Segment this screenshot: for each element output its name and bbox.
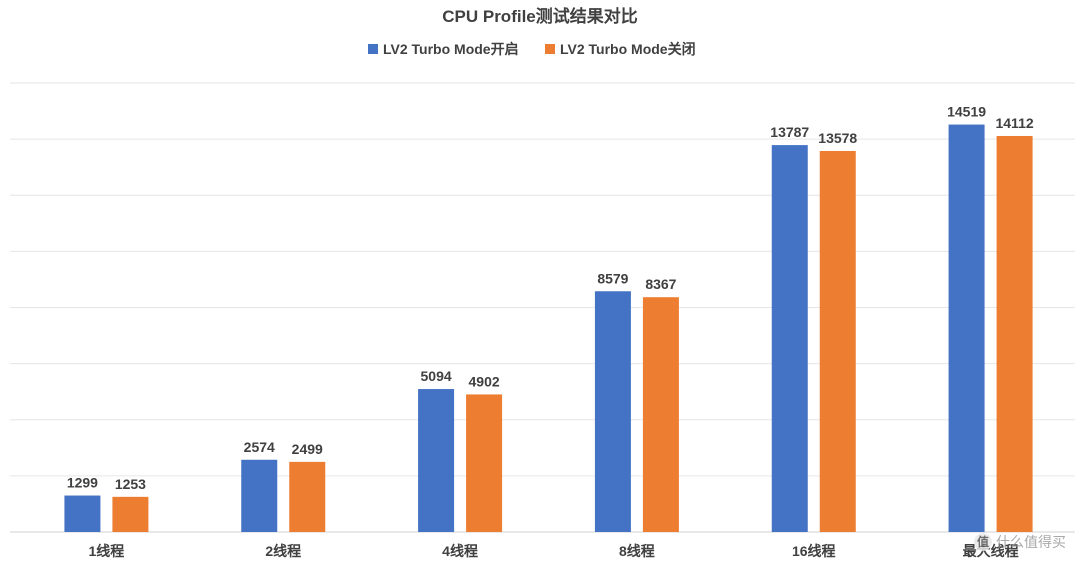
bar-series-1-1 <box>64 495 101 532</box>
data-label-series-1-6: 14519 <box>947 104 986 120</box>
bar-series-2-4 <box>642 297 679 532</box>
legend-swatch-series-2 <box>545 44 555 54</box>
bar-series-1-6 <box>948 124 985 533</box>
data-label-series-1-4: 8579 <box>597 270 628 286</box>
x-tick-label: 2线程 <box>265 543 301 559</box>
data-label-series-2-6: 14112 <box>995 115 1033 131</box>
bar-series-2-3 <box>466 394 503 532</box>
x-tick-label: 1线程 <box>89 543 125 559</box>
bar-series-2-5 <box>819 150 856 532</box>
bar-series-2-6 <box>996 135 1033 532</box>
x-tick-label: 4线程 <box>442 543 478 559</box>
watermark: 值 什么值得买 <box>974 532 1066 552</box>
watermark-text: 什么值得买 <box>996 534 1066 550</box>
data-label-series-2-2: 2499 <box>292 441 323 457</box>
bar-series-1-5 <box>771 145 808 533</box>
data-labels: 1299 1253 2574 2499 5094 4902 8579 8367 13787 135… <box>67 104 1034 492</box>
data-label-series-2-4: 8367 <box>645 276 676 292</box>
gridlines <box>10 82 1075 533</box>
watermark-logo-icon: 值 <box>974 533 992 551</box>
legend-label-series-1: LV2 Turbo Mode开启 <box>383 41 519 57</box>
bar-series-2-1 <box>112 496 149 532</box>
legend-swatch-series-1 <box>368 44 378 54</box>
x-tick-label: 16线程 <box>792 543 836 559</box>
x-tick-label: 8线程 <box>619 543 655 559</box>
bars <box>64 124 1033 533</box>
bar-series-1-4 <box>594 291 631 532</box>
data-label-series-1-3: 5094 <box>421 368 452 384</box>
data-label-series-1-2: 2574 <box>244 439 275 455</box>
data-label-series-1-1: 1299 <box>67 475 98 491</box>
data-label-series-2-3: 4902 <box>469 373 500 389</box>
bar-series-2-2 <box>289 461 326 532</box>
data-label-series-2-1: 1253 <box>115 476 146 492</box>
chart-title: CPU Profile测试结果对比 <box>442 6 638 26</box>
data-label-series-1-5: 13787 <box>770 124 809 140</box>
legend: LV2 Turbo Mode开启 LV2 Turbo Mode关闭 <box>368 41 696 57</box>
legend-label-series-2: LV2 Turbo Mode关闭 <box>560 41 696 57</box>
bar-series-1-3 <box>418 389 455 532</box>
bar-series-1-2 <box>241 459 278 532</box>
x-axis: 1线程 2线程 4线程 8线程 16线程 最大线程 <box>89 543 1019 559</box>
data-label-series-2-5: 13578 <box>818 130 857 146</box>
